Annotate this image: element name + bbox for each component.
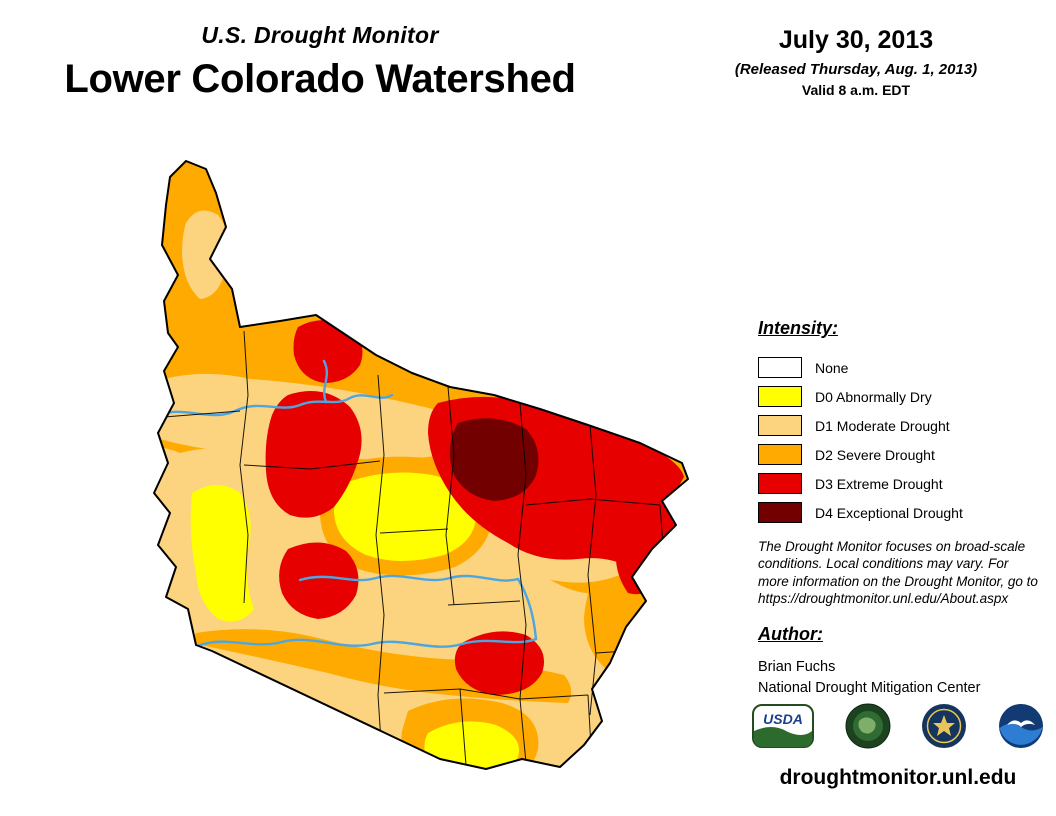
drought-map-svg [153,160,689,770]
legend: Intensity: None D0 Abnormally Dry D1 Mod… [758,318,963,527]
author-label: Author: [758,624,823,644]
noaa-logo-icon [998,703,1044,754]
swatch-d1 [758,415,802,436]
d3-west-blob [265,391,362,518]
legend-row-d4: D4 Exceptional Drought [758,498,963,527]
legend-row-d3: D3 Extreme Drought [758,469,963,498]
swatch-d3 [758,473,802,494]
valid-time: Valid 8 a.m. EDT [801,82,911,98]
swatch-d2 [758,444,802,465]
d0-west-strip [190,485,254,622]
author-name: Brian Fuchs [758,659,836,675]
river-upper [154,393,394,419]
river-lower [193,637,538,649]
d4-exceptional-core [449,418,539,501]
disclaimer-text: The Drought Monitor focuses on broad-sca… [758,539,1038,589]
legend-label: None [815,359,849,376]
d0-center-patch [334,472,477,561]
watershed-outline [153,160,689,770]
d3-midwest-blob [279,542,359,619]
legend-row-d2: D2 Severe Drought [758,440,963,469]
commerce-seal-icon [921,703,967,754]
legend-title: Intensity: [758,318,839,338]
logo-row: USDA [752,703,1044,754]
river-connector [516,577,538,641]
map-date: July 30, 2013 [778,26,934,54]
legend-row-d0: D0 Abnormally Dry [758,382,963,411]
author-org: National Drought Mitigation Center [758,680,981,697]
released-date: (Released Thursday, Aug. 1, 2013) [734,61,978,78]
river-middle [298,574,520,582]
legend-label: D3 Extreme Drought [815,475,943,492]
legend-label: D1 Moderate Drought [815,417,950,434]
disclaimer: The Drought Monitor focuses on broad-sca… [758,538,1040,607]
usda-logo-icon: USDA [752,704,814,753]
region-title: Lower Colorado Watershed [64,57,576,101]
author-block: Author: Brian Fuchs National Drought Mit… [758,624,980,699]
d1-arm-patch [182,210,229,299]
program-title: U.S. Drought Monitor [201,22,439,48]
swatch-none [758,357,802,378]
d3-top-blob [293,320,363,383]
legend-row-d1: D1 Moderate Drought [758,411,963,440]
site-url[interactable]: droughtmonitor.unl.edu [779,766,1017,789]
header: U.S. Drought Monitor Lower Colorado Wate… [40,22,600,102]
about-url[interactable]: https://droughtmonitor.unl.edu/About.asp… [758,590,1009,606]
legend-label: D4 Exceptional Drought [815,504,963,521]
drought-map [140,155,700,800]
legend-label: D0 Abnormally Dry [815,388,932,405]
rivers [154,359,538,649]
swatch-d0 [758,386,802,407]
usda-logo-text: USDA [763,711,803,727]
legend-label: D2 Severe Drought [815,446,935,463]
date-block: July 30, 2013 (Released Thursday, Aug. 1… [700,26,1012,98]
river-branch [322,359,329,404]
ndmc-logo-icon [845,703,891,754]
legend-row-none: None [758,353,963,382]
swatch-d4 [758,502,802,523]
d0-south-patch [424,721,519,769]
